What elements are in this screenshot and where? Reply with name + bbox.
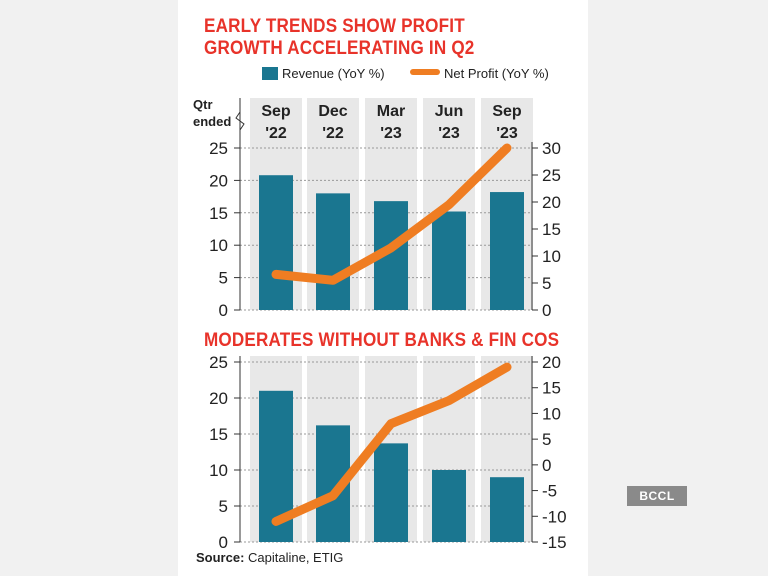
chart2-revenue-bar	[374, 443, 408, 542]
source-prefix: Source:	[196, 550, 245, 565]
quarter-axis-label: Qtr ended	[193, 96, 231, 130]
chart1-category-label-month: Dec	[318, 103, 347, 120]
source-text: Capitaline, ETIG	[244, 550, 344, 565]
chart1-right-tick-label: 0	[542, 301, 551, 320]
chart2-right-tick-label: -5	[542, 482, 557, 501]
chart1-category-label-month: Sep	[492, 103, 522, 120]
qtr-axis-break-mark	[235, 100, 245, 140]
chart2-left-tick-label: 0	[219, 533, 228, 552]
legend-revenue-swatch	[262, 67, 278, 80]
legend-net-profit-swatch	[410, 69, 440, 75]
chart2-right-tick-label: 5	[542, 430, 551, 449]
chart1-category-label-year: '23	[438, 125, 460, 142]
chart2-right-tick-label: 20	[542, 353, 561, 372]
chart2-revenue-bar	[432, 470, 466, 542]
chart1-title-line1: EARLY TRENDS SHOW PROFIT	[204, 16, 465, 37]
chart1-left-tick-label: 5	[219, 269, 228, 288]
chart1-right-tick-label: 30	[542, 139, 561, 158]
chart1-category-label-month: Sep	[261, 103, 291, 120]
legend-net-profit: Net Profit (YoY %)	[410, 66, 549, 84]
chart1-category-label-month: Jun	[435, 103, 463, 120]
quarter-axis-label-line1: Qtr	[193, 97, 213, 112]
chart2-right-tick-label: 10	[542, 404, 561, 423]
chart1-right-tick-label: 5	[542, 274, 551, 293]
chart2-left-tick-label: 25	[209, 353, 228, 372]
chart1-category-label-year: '23	[380, 125, 402, 142]
chart2-right-tick-label: 0	[542, 456, 551, 475]
chart1-title-line2: GROWTH ACCELERATING IN Q2	[204, 38, 475, 59]
chart1-right-tick-label: 10	[542, 247, 561, 266]
chart1-category-label-year: '22	[265, 125, 287, 142]
quarter-axis-label-line2: ended	[193, 114, 232, 129]
chart2-left-tick-label: 15	[209, 425, 228, 444]
chart2-right-tick-label: 15	[542, 379, 561, 398]
chart1-net-profit-line	[271, 143, 512, 285]
chart1-left-tick-label: 15	[209, 204, 228, 223]
chart2-left-tick-label: 5	[219, 497, 228, 516]
chart1-right-tick-label: 20	[542, 193, 561, 212]
chart1-category-label-year: '23	[496, 125, 518, 142]
chart1-right-tick-label: 25	[542, 166, 561, 185]
chart1-category-label-month: Mar	[377, 103, 405, 120]
chart1-left-tick-label: 0	[219, 301, 228, 320]
chart1-left-tick-label: 25	[209, 139, 228, 158]
chart1-right-tick-label: 15	[542, 220, 561, 239]
chart2-net-profit-line	[271, 362, 512, 526]
source-note: Source: Capitaline, ETIG	[196, 550, 343, 565]
legend-net-profit-label: Net Profit (YoY %)	[444, 66, 549, 81]
chart1-left-tick-label: 10	[209, 236, 228, 255]
chart1-revenue-bar	[316, 193, 350, 310]
chart2-left-tick-label: 20	[209, 389, 228, 408]
chart1-left-tick-label: 20	[209, 171, 228, 190]
chart2-left-tick-label: 10	[209, 461, 228, 480]
chart1-category-label-year: '22	[322, 125, 344, 142]
legend-revenue: Revenue (YoY %)	[262, 66, 385, 84]
chart1-revenue-bar	[259, 175, 293, 310]
bccl-watermark: BCCL	[627, 486, 687, 506]
chart2-title: MODERATES WITHOUT BANKS & FIN COS	[204, 330, 560, 351]
legend-revenue-label: Revenue (YoY %)	[282, 66, 385, 81]
chart2-revenue-bar	[490, 477, 524, 542]
chart1-revenue-bar	[490, 192, 524, 310]
chart2-right-tick-label: -15	[542, 533, 567, 552]
chart2-right-tick-label: -10	[542, 507, 567, 526]
chart1-revenue-bar	[432, 211, 466, 310]
